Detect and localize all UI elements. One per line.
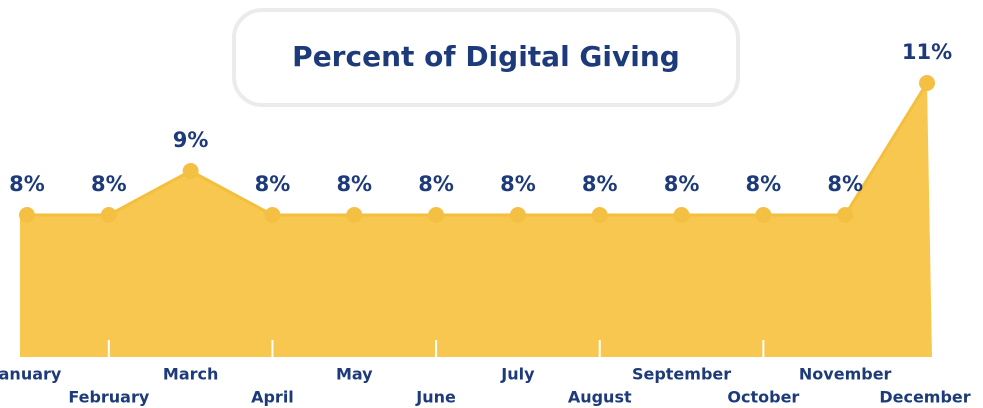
point [346,207,363,223]
x-tick-label: September [632,365,731,384]
x-tick-label: January [0,365,62,384]
value-label: 8% [746,172,782,196]
point [264,207,281,223]
chart-title: Percent of Digital Giving [292,40,680,73]
value-label: 8% [827,172,863,196]
point [428,207,445,223]
x-tick-label: February [68,388,150,407]
point [673,207,690,223]
point [755,207,772,223]
value-label: 11% [902,40,952,64]
x-tick-label: October [727,388,799,407]
x-tick-label: August [568,388,632,407]
x-tick-label: November [799,365,892,384]
point [509,207,526,223]
value-label: 8% [418,172,454,196]
point [919,75,935,91]
point [19,207,35,223]
area [20,83,932,357]
line [27,82,929,217]
x-tick-label: March [163,365,218,384]
point [837,207,854,223]
point [591,207,608,223]
x-tick-label: May [336,365,373,384]
x-tick-label: April [251,388,294,407]
x-tick-label: December [879,388,970,407]
x-tick-label: June [415,388,456,407]
title-box [232,8,740,107]
value-label: 8% [500,172,536,196]
value-label: 8% [664,172,700,196]
value-label: 8% [91,172,127,196]
value-label: 8% [9,172,45,196]
point [182,163,199,179]
value-label: 9% [173,128,209,152]
value-label: 8% [582,172,618,196]
x-tick-label: July [500,365,535,384]
value-label: 8% [336,172,372,196]
value-label: 8% [255,172,291,196]
point [100,207,117,223]
